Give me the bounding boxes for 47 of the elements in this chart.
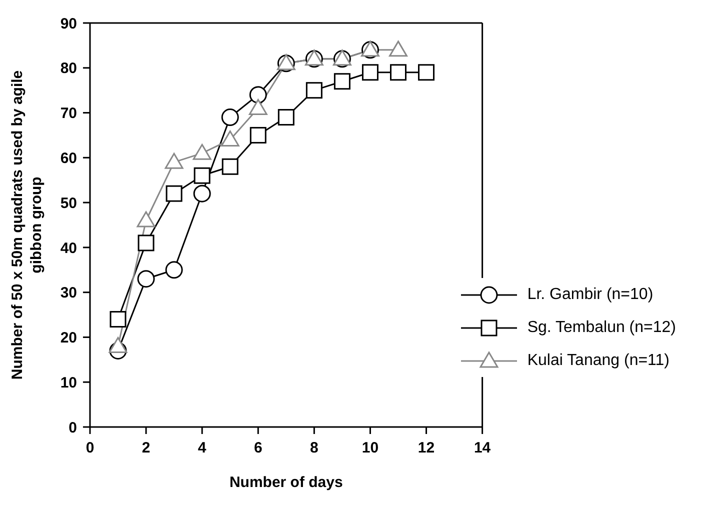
point xyxy=(110,311,126,328)
y-tick-label: 10 xyxy=(60,374,77,392)
x-tick-label: 10 xyxy=(362,440,379,457)
point xyxy=(165,261,183,279)
point xyxy=(193,184,211,202)
point xyxy=(388,40,408,57)
point xyxy=(222,158,238,175)
y-tick-label: 60 xyxy=(60,150,77,167)
point xyxy=(138,234,154,252)
y-tick-label: 20 xyxy=(60,330,77,347)
point xyxy=(194,167,210,184)
y-tick-label: 40 xyxy=(60,240,77,257)
y-tick-label: 0 xyxy=(68,419,77,436)
point xyxy=(250,126,266,144)
y-tick-label: 70 xyxy=(60,105,77,122)
y-tick-label: 50 xyxy=(60,194,77,212)
point xyxy=(306,82,322,99)
point xyxy=(248,99,268,116)
point xyxy=(221,108,239,126)
point xyxy=(192,144,212,160)
x-axis-title: Number of days xyxy=(229,474,343,491)
point xyxy=(249,86,267,104)
point xyxy=(362,64,378,81)
x-tick-label: 2 xyxy=(142,440,150,457)
x-tick-label: 4 xyxy=(198,440,207,457)
x-tick-label: 8 xyxy=(310,440,318,457)
x-tick-label: 6 xyxy=(254,440,262,457)
y-axis-title: Number of 50 x 50m quadrats used by agile gibbon group xyxy=(9,70,45,380)
point xyxy=(418,64,435,81)
y-tick-label: 90 xyxy=(60,15,77,32)
y-tick-label: 30 xyxy=(60,284,77,302)
point xyxy=(220,130,240,146)
point xyxy=(334,73,350,90)
legend-label: Kulai Tanang (n=11) xyxy=(527,352,670,370)
legend-label: Lr. Gambir (n=10) xyxy=(527,286,654,304)
point xyxy=(390,64,406,81)
x-tick-label: 0 xyxy=(86,440,94,457)
x-tick-label: 12 xyxy=(418,440,435,457)
point xyxy=(164,152,184,169)
point xyxy=(136,211,156,228)
x-tick-label: 14 xyxy=(474,440,492,457)
point xyxy=(137,270,155,288)
y-tick-label: 80 xyxy=(60,60,77,78)
point xyxy=(108,336,128,353)
legend-label: Sg. Tembalun (n=12) xyxy=(527,318,676,336)
point xyxy=(278,109,294,126)
point xyxy=(166,185,182,202)
